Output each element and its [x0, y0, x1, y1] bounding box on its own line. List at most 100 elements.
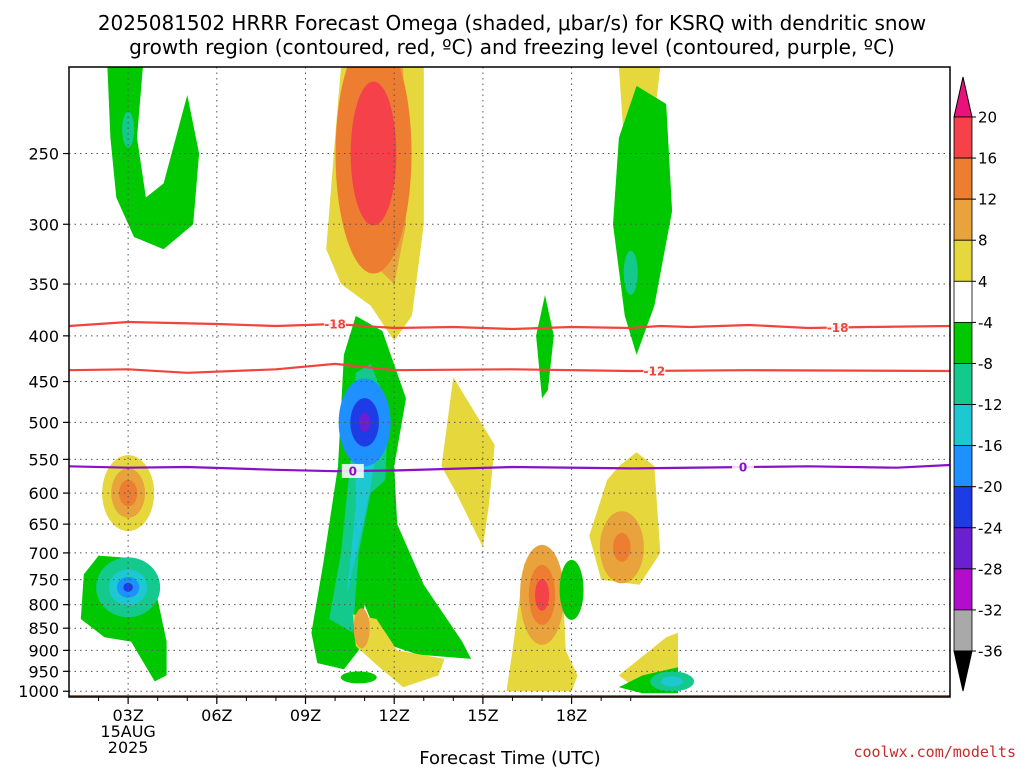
- contour-label-bg-2-1: [732, 460, 755, 475]
- y-tick-label-11: 800: [28, 596, 59, 615]
- y-tick-label-10: 750: [28, 571, 59, 590]
- x-tick-year-0: 2025: [108, 738, 149, 757]
- y-axis: 250 300 350 400 450 500 550 600 650 700 750 800 850 9…: [18, 145, 69, 701]
- contour-label-bg-0-0: [324, 317, 347, 332]
- ground-layer: [69, 695, 950, 697]
- colorbar-label-1: 16: [978, 150, 997, 168]
- colorbar-label-10: -24: [978, 519, 1003, 537]
- colorbar-label-11: -28: [978, 560, 1003, 578]
- colorbar-label-8: -16: [978, 437, 1003, 455]
- contour-line-0: [69, 320, 950, 331]
- colorbar-label-12: -32: [978, 601, 1003, 619]
- colorbar-label-6: -8: [978, 355, 993, 373]
- contour-label-1-0: -12: [644, 364, 666, 378]
- x-tick-label-1: 06Z: [201, 706, 232, 725]
- descent-20z-core-level-1: [613, 532, 631, 562]
- colorbar-swatch-4: [953, 239, 973, 282]
- colorbar-swatch-1: [953, 116, 973, 159]
- x-tick-label-3: 12Z: [379, 706, 410, 725]
- ascent-hook-03z: [107, 67, 200, 250]
- x-axis-label: Forecast Time (UTC): [419, 748, 600, 768]
- ascent-hook-03z-spot: [122, 111, 135, 148]
- ascent-core-11z: [338, 378, 391, 467]
- colorbar-swatch-5: [953, 280, 973, 323]
- descent-core-11z: [335, 67, 412, 274]
- ascent-11z-low-level-0: [340, 671, 377, 684]
- colorbar-label-0: 20: [978, 109, 997, 127]
- descent-14z: [441, 377, 495, 548]
- chart-title-line1: 2025081502 HRRR Forecast Omega (shaded, …: [98, 11, 926, 35]
- descent-03z-mid: [102, 455, 155, 532]
- colorbar-label-5: -4: [978, 314, 993, 332]
- grid-lines: [69, 67, 950, 697]
- colorbar-swatch-7: [953, 363, 973, 405]
- colorbar-label-4: 4: [978, 273, 988, 291]
- temperature-contours: -18 -18 -12 0 0: [69, 317, 950, 478]
- ascent-21z-low-core: [650, 671, 695, 692]
- contour-label-0-1: -18: [827, 321, 849, 335]
- x-tick-date-0: 15AUG: [100, 722, 155, 741]
- colorbar-label-7: -12: [978, 396, 1003, 414]
- ascent-core-11z-level-2: [358, 412, 371, 433]
- colorbar-swatch-12: [953, 568, 973, 611]
- contour-label-2-0: 0: [349, 464, 357, 478]
- y-tick-label-15: 1000: [18, 682, 59, 701]
- y-tick-label-1: 300: [28, 215, 59, 234]
- y-tick-label-8: 650: [28, 515, 59, 534]
- colorbar-label-9: -20: [978, 478, 1003, 496]
- ascent-20z-upper-core-level-0: [623, 250, 638, 295]
- y-tick-label-14: 950: [28, 662, 59, 681]
- ascent-20z-upper: [613, 85, 673, 355]
- contour-line-1: [69, 362, 950, 374]
- contour-label-0-0: -18: [324, 318, 346, 332]
- chart-title-line2: growth region (contoured, red, ºC) and f…: [129, 35, 895, 59]
- colorbar-swatch-10: [953, 486, 973, 529]
- y-tick-label-3: 400: [28, 327, 59, 346]
- ascent-hook-03z-spot-level-0: [122, 111, 135, 148]
- colorbar-label-3: 8: [978, 232, 988, 250]
- x-tick-label-0: 03Z: [112, 706, 143, 725]
- ascent-03z-low-core: [96, 557, 161, 618]
- y-tick-label-9: 700: [28, 544, 59, 563]
- contour-label-bg-2-0: [341, 463, 364, 478]
- ascent-20z-upper-core: [623, 250, 638, 295]
- contour-label-bg-1-0: [643, 363, 666, 378]
- colorbar-swatch-8: [953, 404, 973, 447]
- y-tick-label-13: 900: [28, 641, 59, 660]
- colorbar-label-13: -36: [978, 643, 1003, 661]
- y-tick-label-12: 850: [28, 619, 59, 638]
- contour-label-2-1: 0: [739, 461, 747, 475]
- colorbar-swatch-11: [953, 527, 973, 570]
- descent-20z-core: [599, 511, 644, 584]
- colorbar-label-2: 12: [978, 191, 997, 209]
- ascent-11z-low: [340, 671, 377, 684]
- colorbar-arrow-bottom: [953, 650, 973, 692]
- y-tick-label-5: 500: [28, 413, 59, 432]
- contour-label-bg-0-1: [826, 320, 849, 335]
- surface-band: [69, 695, 950, 697]
- ascent-17z-narrow: [536, 295, 554, 399]
- colorbar-swatch-9: [953, 445, 973, 488]
- descent-core-11z-level-1: [350, 81, 397, 226]
- colorbar-swatch-3: [953, 198, 973, 241]
- y-tick-label-7: 600: [28, 484, 59, 503]
- colorbar-swatch-2: [953, 157, 973, 200]
- y-tick-label-2: 350: [28, 275, 59, 294]
- y-tick-label-0: 250: [28, 145, 59, 164]
- colorbar: 20 16 12 8 4 -4 -8 -12 -16 -20 -24 -28 -32 -36: [953, 76, 1003, 692]
- x-tick-label-2: 09Z: [290, 706, 321, 725]
- colorbar-swatch-6: [953, 321, 973, 364]
- ascent-03z-low-core-level-3: [123, 582, 133, 592]
- omega-shading: [80, 67, 695, 694]
- descent-17z-core: [520, 544, 565, 645]
- credit-text: coolwx.com/modelts: [853, 743, 1016, 761]
- colorbar-swatch-13: [953, 609, 973, 652]
- x-tick-label-4: 15Z: [467, 706, 498, 725]
- descent-11z-low: [352, 614, 445, 688]
- y-tick-label-6: 550: [28, 450, 59, 469]
- x-tick-label-5: 18Z: [556, 706, 587, 725]
- descent-17z-core-level-2: [534, 578, 550, 611]
- colorbar-arrow-top: [953, 76, 973, 118]
